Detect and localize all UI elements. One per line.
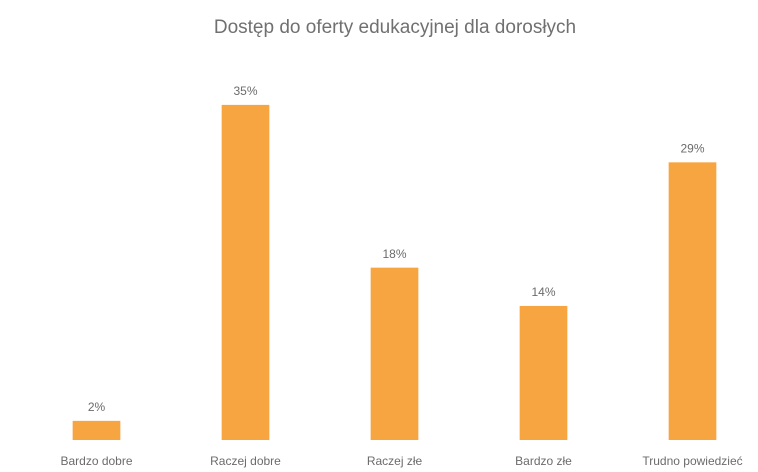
x-tick-label: Raczej dobre — [210, 454, 281, 468]
x-tick-label: Trudno powiedzieć — [642, 454, 742, 468]
bar — [370, 267, 419, 440]
x-tick-label: Bardzo dobre — [60, 454, 132, 468]
bar — [668, 162, 717, 440]
bar — [72, 420, 121, 440]
bar — [519, 305, 568, 440]
bar — [221, 104, 270, 440]
value-label: 35% — [233, 84, 257, 98]
value-label: 2% — [88, 400, 106, 414]
x-tick-label: Bardzo złe — [515, 454, 572, 468]
x-tick-label: Raczej złe — [367, 454, 423, 468]
chart-title: Dostęp do oferty edukacyjnej dla dorosły… — [214, 17, 576, 38]
value-label: 29% — [680, 141, 704, 155]
value-label: 18% — [382, 247, 406, 261]
value-label: 14% — [531, 285, 555, 299]
